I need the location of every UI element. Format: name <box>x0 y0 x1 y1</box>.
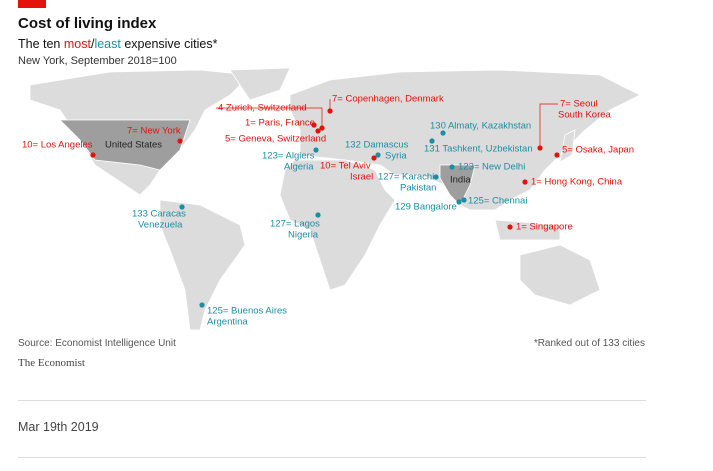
city-label: 130 Almaty, Kazakhstan <box>430 121 531 132</box>
city-dot <box>90 152 96 158</box>
city-label: 127= Karachi <box>378 172 434 183</box>
source: Source: Economist Intelligence Unit <box>18 338 176 349</box>
city-dot <box>554 152 560 158</box>
note: New York, September 2018=100 <box>18 55 177 67</box>
city-dot <box>315 212 321 218</box>
city-label: Venezuela <box>138 220 183 231</box>
city-dot <box>177 138 183 144</box>
city-label: 123= Algiers <box>262 151 315 162</box>
date: Mar 19th 2019 <box>18 420 99 434</box>
divider <box>18 400 646 401</box>
city-label: 131 Tashkent, Uzbekistan <box>424 144 533 155</box>
city-label: 133 Caracas <box>132 209 186 220</box>
city-label: 1= Paris, France <box>245 118 315 129</box>
subtitle-part: / <box>90 37 95 51</box>
brand-tab <box>18 0 46 8</box>
country-label: India <box>450 175 471 186</box>
city-dot <box>371 155 377 161</box>
subtitle-part: least <box>94 37 121 51</box>
city-label: 123= New Delhi <box>458 162 525 173</box>
city-dot <box>319 125 325 131</box>
land <box>29 67 641 331</box>
city-label: 125= Chennai <box>468 196 527 207</box>
city-dot <box>537 145 543 151</box>
city-dot <box>313 147 319 153</box>
city-label: Israel <box>350 172 373 183</box>
connector <box>539 103 558 148</box>
subtitle-part: most <box>63 37 91 51</box>
city-label: 7= Seoul <box>560 99 598 110</box>
subtitle: The ten most/least expensive cities* <box>18 37 217 51</box>
city-label: South Korea <box>558 110 612 121</box>
city-label: Pakistan <box>400 183 436 194</box>
city-label: 10= Los Angeles <box>22 140 93 151</box>
city-dot <box>461 197 467 203</box>
city-dot <box>449 164 455 170</box>
city-dot <box>507 224 513 230</box>
city-label: 1= Singapore <box>516 222 573 233</box>
brand: The Economist <box>18 357 85 369</box>
map: United States India 10= Los Angeles 7= New … <box>22 67 641 331</box>
title: Cost of living index <box>18 15 157 32</box>
city-dot <box>375 152 381 158</box>
city-dot <box>522 179 528 185</box>
city-dot <box>199 302 205 308</box>
city-label: 4 Zurich, Switzerland <box>218 103 307 114</box>
city-label: Argentina <box>207 317 248 328</box>
city-dot <box>311 122 317 128</box>
city-label: 7= New York <box>127 126 181 137</box>
city-label: 125= Buenos Aires <box>207 306 287 317</box>
city-dot <box>327 108 333 114</box>
city-label: 5= Osaka, Japan <box>562 145 634 156</box>
city-label: Syria <box>385 151 407 162</box>
city-label: 1= Hong Kong, China <box>531 177 623 188</box>
city-dot <box>429 138 435 144</box>
city-label: Nigeria <box>288 230 319 241</box>
city-label: 132 Damascus <box>345 140 409 151</box>
country-label: United States <box>105 140 162 151</box>
city-label: 129 Bangalore <box>395 202 457 213</box>
city-dot <box>440 130 446 136</box>
city-dot <box>179 204 185 210</box>
connector <box>216 107 323 128</box>
city-label: 127= Lagos <box>270 219 320 230</box>
city-label: 7= Copenhagen, Denmark <box>332 94 444 105</box>
city-dot <box>456 199 462 205</box>
city-dot <box>433 174 439 180</box>
city-label: Algeria <box>284 162 314 173</box>
city-dot <box>315 128 321 134</box>
highlight-countries <box>59 119 476 206</box>
footnote: *Ranked out of 133 cities <box>533 338 645 349</box>
divider <box>18 457 646 458</box>
subtitle-part: The ten <box>18 37 64 51</box>
city-label: 10= Tel Aviv <box>320 161 371 172</box>
subtitle-part: expensive cities* <box>120 37 218 51</box>
city-label: 5= Geneva, Switzerland <box>225 134 326 145</box>
